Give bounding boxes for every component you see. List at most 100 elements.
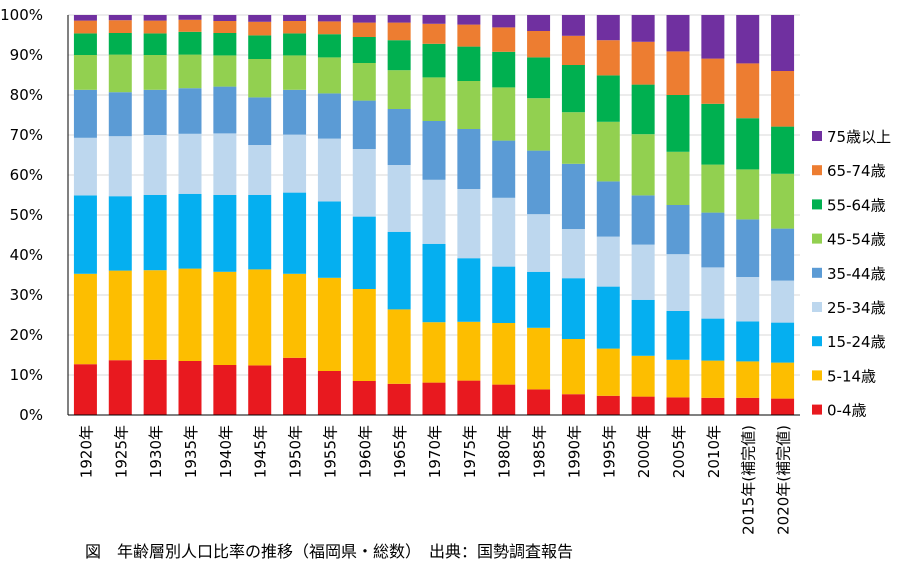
x-tick-label: 2005年 — [670, 425, 688, 478]
bar-segment — [213, 21, 237, 33]
bar-segment — [631, 396, 655, 415]
bar-segment — [561, 35, 585, 65]
y-tick-label: 30% — [10, 286, 43, 304]
bar-segment — [352, 149, 376, 217]
bar-segment — [527, 214, 551, 272]
bar-segment — [596, 181, 620, 237]
bar-segment — [248, 21, 272, 36]
bar-segment — [596, 236, 620, 287]
legend-label: 45-54歳 — [827, 231, 886, 249]
bar-segment — [596, 286, 620, 349]
bar-segment — [596, 395, 620, 415]
bar-segment — [701, 103, 725, 165]
legend-label: 15-24歳 — [827, 333, 886, 351]
bar-segment — [771, 362, 795, 399]
y-tick-label: 80% — [10, 86, 43, 104]
bar-segment — [457, 380, 481, 415]
bar-segment — [317, 277, 341, 371]
bar-segment — [527, 31, 551, 58]
bar-segment — [457, 189, 481, 259]
bar-segment — [492, 266, 516, 323]
bar-segment — [143, 15, 167, 21]
bar-segment — [736, 63, 760, 119]
bar-segment — [73, 273, 97, 365]
bar-segment — [631, 244, 655, 300]
bar-segment — [771, 398, 795, 415]
bar-segment — [422, 15, 446, 24]
bar-segment — [143, 20, 167, 34]
bar-segment — [631, 15, 655, 42]
bar-segment — [283, 55, 307, 90]
bar-segment — [283, 21, 307, 34]
bar-segment — [248, 365, 272, 415]
bar-segment — [422, 322, 446, 383]
x-tick-label: 1965年 — [391, 425, 409, 478]
bar-segment — [736, 277, 760, 322]
x-tick-label: 1935年 — [182, 425, 200, 478]
bar-segment — [527, 98, 551, 151]
bar-segment — [701, 267, 725, 319]
bar-segment — [631, 134, 655, 196]
bar-segment — [283, 357, 307, 415]
bar-segment — [73, 15, 97, 21]
bar-segment — [387, 15, 411, 23]
y-tick-label: 70% — [10, 126, 43, 144]
x-tick-label: 1980年 — [496, 425, 514, 478]
bar-segment — [108, 20, 132, 33]
bar-segment — [283, 89, 307, 135]
bar-segment — [561, 339, 585, 395]
bar-segment — [736, 169, 760, 220]
x-tick-label: 1970年 — [426, 425, 444, 478]
bar-segment — [631, 355, 655, 397]
bar-segment — [561, 163, 585, 229]
bar-segment — [178, 54, 202, 89]
bar-segment — [457, 129, 481, 189]
bar-segment — [283, 273, 307, 358]
bar-segment — [317, 34, 341, 58]
bar-segment — [317, 21, 341, 35]
x-tick-label: 1950年 — [287, 425, 305, 478]
x-tick-label: 2020年(補完値) — [775, 425, 793, 535]
bar-segment — [143, 33, 167, 55]
y-tick-label: 40% — [10, 246, 43, 264]
bar-segment — [457, 24, 481, 47]
bar-segment — [561, 278, 585, 339]
legend-swatch — [812, 336, 822, 347]
bar-segment — [527, 271, 551, 328]
bar-segment — [527, 327, 551, 390]
bar-segment — [666, 51, 690, 95]
bar-segment — [352, 381, 376, 415]
bar-segment — [213, 133, 237, 195]
bar-segment — [178, 15, 202, 20]
x-tick-label: 1995年 — [600, 425, 618, 478]
bar-segment — [73, 364, 97, 415]
bar-segment — [108, 270, 132, 361]
legend-swatch — [812, 165, 822, 176]
x-tick-label: 1940年 — [217, 425, 235, 478]
bar-segment — [108, 54, 132, 93]
bar-segment — [771, 126, 795, 174]
bar-segment — [387, 383, 411, 415]
bar-segment — [631, 299, 655, 356]
bar-segment — [387, 40, 411, 71]
bar-segment — [701, 397, 725, 415]
bar-segment — [701, 58, 725, 104]
y-tick-label: 60% — [10, 166, 43, 184]
bar-segment — [213, 15, 237, 21]
bar-segment — [178, 19, 202, 32]
bar-segment — [701, 212, 725, 268]
bar-segment — [771, 228, 795, 281]
bar-segment — [596, 15, 620, 41]
bar-segment — [352, 37, 376, 63]
bar-segment — [178, 133, 202, 194]
bar-segment — [387, 231, 411, 310]
bar-segment — [492, 51, 516, 88]
bar-segment — [387, 22, 411, 41]
bar-segment — [561, 394, 585, 415]
bar-segment — [457, 321, 481, 381]
bar-segment — [317, 138, 341, 202]
legend-swatch — [812, 370, 822, 381]
y-tick-label: 20% — [10, 326, 43, 344]
legend-label: 65-74歳 — [827, 162, 886, 180]
